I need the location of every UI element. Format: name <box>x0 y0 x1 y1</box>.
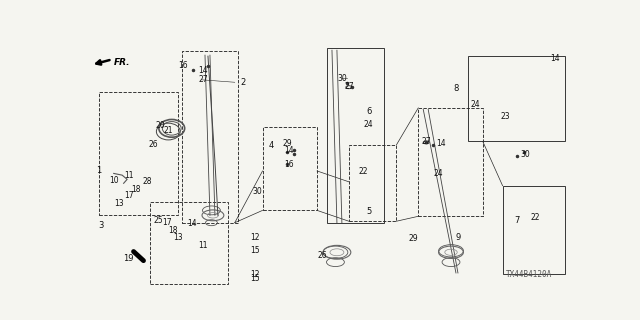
Text: 24: 24 <box>471 100 481 109</box>
Text: 30: 30 <box>337 74 347 83</box>
Text: 16: 16 <box>179 61 188 70</box>
Text: 11: 11 <box>124 171 133 180</box>
Text: 1: 1 <box>96 166 102 175</box>
Bar <box>502 186 565 275</box>
Text: 14: 14 <box>187 219 196 228</box>
Text: 30: 30 <box>253 187 262 196</box>
Text: 5: 5 <box>366 207 371 216</box>
Text: 14: 14 <box>198 67 208 76</box>
Text: 29: 29 <box>282 139 292 148</box>
Text: 13: 13 <box>173 233 183 242</box>
Text: 23: 23 <box>500 111 510 121</box>
Text: 8: 8 <box>453 84 459 93</box>
Bar <box>468 56 565 141</box>
Text: 26: 26 <box>317 251 327 260</box>
Text: 29: 29 <box>408 234 418 243</box>
Text: TX44B4120A: TX44B4120A <box>506 270 552 279</box>
Text: 4: 4 <box>268 141 273 150</box>
Text: 27: 27 <box>421 137 431 146</box>
Text: FR.: FR. <box>114 58 130 67</box>
Text: 6: 6 <box>367 107 372 116</box>
Bar <box>349 145 396 221</box>
Text: 28: 28 <box>142 177 152 186</box>
Bar <box>150 202 228 284</box>
Text: 26: 26 <box>148 140 158 149</box>
Bar <box>182 51 237 223</box>
Bar <box>327 48 383 223</box>
Text: 12: 12 <box>250 233 259 242</box>
Text: 14: 14 <box>436 139 446 148</box>
Text: 19: 19 <box>124 254 134 263</box>
Text: 18: 18 <box>131 185 140 195</box>
Text: 21: 21 <box>164 126 173 135</box>
Text: 25: 25 <box>154 216 163 225</box>
Text: 17: 17 <box>124 191 133 200</box>
Text: 17: 17 <box>162 218 172 227</box>
Text: 27: 27 <box>344 82 354 91</box>
Text: 24: 24 <box>433 169 443 178</box>
Text: 15: 15 <box>250 246 259 255</box>
Text: 10: 10 <box>109 176 118 185</box>
Bar <box>262 127 317 210</box>
Text: 2: 2 <box>240 78 245 87</box>
Text: 15: 15 <box>250 274 259 283</box>
Text: 11: 11 <box>198 241 208 250</box>
Text: 16: 16 <box>285 160 294 169</box>
Text: 18: 18 <box>168 226 178 235</box>
Bar <box>99 92 178 215</box>
Bar <box>419 108 483 216</box>
Text: 14: 14 <box>285 146 294 155</box>
Text: 27: 27 <box>198 75 208 84</box>
Text: 22: 22 <box>531 212 540 221</box>
Text: 22: 22 <box>359 167 369 176</box>
Text: 9: 9 <box>455 233 461 242</box>
Text: 13: 13 <box>114 199 124 209</box>
Text: 20: 20 <box>156 121 165 130</box>
Text: 14: 14 <box>550 54 560 63</box>
Text: 7: 7 <box>515 216 520 225</box>
Text: 24: 24 <box>364 120 374 129</box>
Text: 3: 3 <box>98 221 104 230</box>
Text: 30: 30 <box>520 150 531 159</box>
Text: 12: 12 <box>250 270 259 279</box>
